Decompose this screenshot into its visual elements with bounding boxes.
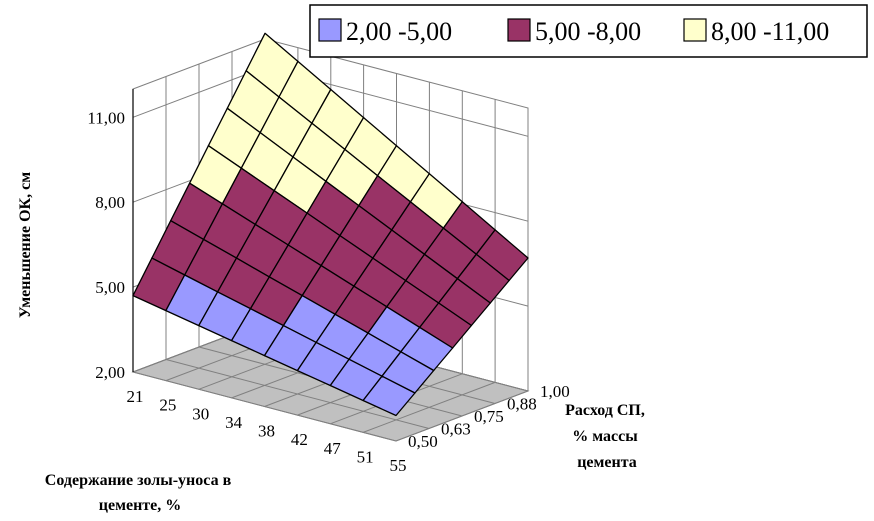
y-tick-label: 0,63 [441, 420, 471, 439]
legend-swatch-low [318, 18, 342, 42]
y-tick-label: 0,50 [408, 432, 438, 451]
x-tick-label: 25 [159, 396, 176, 415]
legend: 2,00 -5,00 5,00 -8,00 8,00 -11,00 [309, 4, 868, 58]
chart-surface [132, 32, 529, 417]
y-axis-title-line-2: % массы [572, 428, 638, 445]
x-tick-label: 30 [192, 404, 209, 423]
z-tick-label: 2,00 [95, 363, 125, 382]
y-tick-label: 0,88 [507, 395, 537, 414]
x-tick-label: 38 [258, 422, 275, 441]
legend-swatch-mid [507, 18, 531, 42]
legend-frame [309, 4, 868, 58]
x-tick-label: 21 [127, 387, 144, 406]
y-axis-title: Расход СП, % массы цемента [565, 402, 649, 471]
legend-label-high: 8,00 -11,00 [711, 17, 829, 46]
x-axis-title-line-1: Содержание золы-уноса в [45, 472, 232, 489]
legend-label-low: 2,00 -5,00 [346, 17, 452, 46]
legend-label-mid: 5,00 -8,00 [535, 17, 641, 46]
y-tick-label: 1,00 [540, 382, 570, 401]
z-axis-title: Уменьшение ОК, см [17, 172, 34, 318]
gridline-y [132, 371, 397, 442]
y-tick-label: 0,75 [474, 407, 504, 426]
x-axis-title-line-2: цементе, % [99, 497, 182, 514]
z-tick-label: 8,00 [95, 193, 125, 212]
z-tick-label: 11,00 [87, 108, 125, 127]
x-tick-label: 47 [324, 439, 342, 458]
x-tick-label: 42 [291, 430, 308, 449]
x-axis-title: Содержание золы-уноса в цементе, % [45, 472, 235, 514]
x-tick-label: 51 [357, 447, 374, 466]
x-tick-label: 34 [225, 413, 243, 432]
z-tick-label: 5,00 [95, 278, 125, 297]
y-axis-title-line-1: Расход СП, [565, 402, 645, 419]
gridline-y [165, 359, 430, 429]
x-tick-label: 55 [390, 456, 407, 475]
legend-swatch-high [683, 18, 707, 42]
surface-patch [362, 375, 416, 417]
y-axis-title-line-3: цемента [577, 454, 637, 471]
